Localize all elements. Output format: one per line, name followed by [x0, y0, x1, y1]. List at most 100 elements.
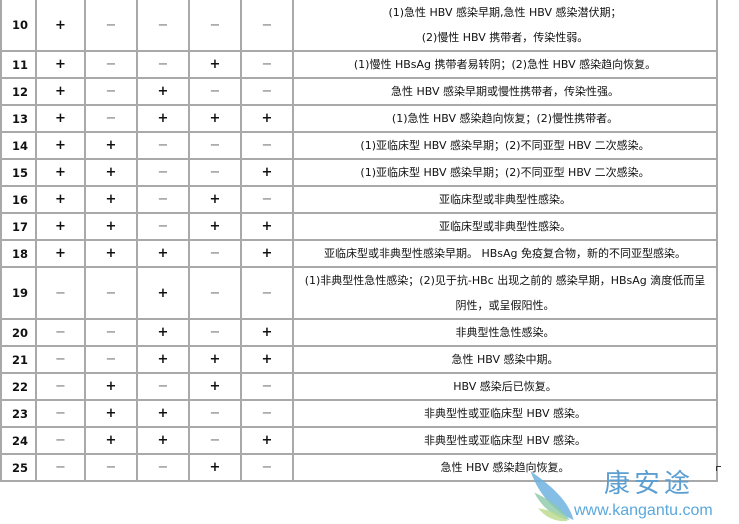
row-number: 19 — [0, 266, 37, 320]
row-number: 20 — [0, 318, 37, 347]
interpretation-line: 亚临床型或非典型性感染。 — [439, 220, 571, 233]
marker-result: + — [84, 212, 138, 241]
table-row: 23− + + − − 非典型性或亚临床型 HBV 感染。 — [0, 399, 718, 428]
table-row: 25− − − + − 急性 HBV 感染趋向恢复。 — [0, 453, 718, 482]
marker-result: − — [84, 77, 138, 106]
marker-result: + — [35, 212, 86, 241]
marker-result: − — [84, 104, 138, 133]
marker-result: + — [240, 426, 294, 455]
interpretation-cell: 非典型性或亚临床型 HBV 感染。 — [292, 399, 718, 428]
marker-result: + — [136, 345, 190, 374]
interpretation-line: 急性 HBV 感染早期或慢性携带者，传染性强。 — [391, 85, 619, 98]
interpretation-cell: 非典型性或亚临床型 HBV 感染。 — [292, 426, 718, 455]
marker-result: − — [240, 50, 294, 79]
marker-result: − — [188, 399, 242, 428]
marker-result: + — [188, 104, 242, 133]
marker-result: − — [136, 158, 190, 187]
table-row: 21− − + + + 急性 HBV 感染中期。 — [0, 345, 718, 374]
marker-result: − — [84, 345, 138, 374]
interpretation-cell: 亚临床型或非典型性感染。 — [292, 185, 718, 214]
interpretation-line: (1)非典型性急性感染；(2)见于抗-HBc 出现之前的 感染早期，HBsAg … — [304, 274, 706, 287]
marker-result: − — [240, 185, 294, 214]
table-row: 19− − + − − (1)非典型性急性感染；(2)见于抗-HBc 出现之前的 感染早期… — [0, 266, 718, 320]
marker-result: + — [136, 318, 190, 347]
marker-result: + — [240, 104, 294, 133]
interpretation-line: 亚临床型或非典型性感染。 — [439, 193, 571, 206]
table-row: 18 + + + − + 亚临床型或非典型性感染早期。 HBsAg 免疫复合物，新的不同亚型… — [0, 239, 718, 268]
marker-result: − — [136, 372, 190, 401]
row-number: 21 — [0, 345, 37, 374]
row-number: 14 — [0, 131, 37, 160]
row-number: 10 — [0, 0, 37, 52]
marker-result: + — [240, 212, 294, 241]
interpretation-cell: (1)亚临床型 HBV 感染早期；(2)不同亚型 HBV 二次感染。 — [292, 131, 718, 160]
row-number: 11 — [0, 50, 37, 79]
marker-result: + — [35, 131, 86, 160]
marker-result: + — [136, 266, 190, 320]
marker-result: − — [35, 372, 86, 401]
interpretation-line: (1)急性 HBV 感染趋向恢复；(2)慢性携带者。 — [391, 112, 619, 125]
interpretation-cell: (1)亚临床型 HBV 感染早期；(2)不同亚型 HBV 二次感染。 — [292, 158, 718, 187]
table-row: 24− + + − + 非典型性或亚临床型 HBV 感染。 — [0, 426, 718, 455]
marker-result: + — [188, 453, 242, 482]
interpretation-line: (1)慢性 HBsAg 携带者易转阴；(2)急性 HBV 感染趋向恢复。 — [353, 58, 657, 71]
marker-result: − — [35, 453, 86, 482]
interpretation-line: 急性 HBV 感染中期。 — [451, 353, 559, 366]
row-number: 13 — [0, 104, 37, 133]
marker-result: + — [84, 372, 138, 401]
marker-result: − — [35, 426, 86, 455]
interpretation-cell: (1)慢性 HBsAg 携带者易转阴；(2)急性 HBV 感染趋向恢复。 — [292, 50, 718, 79]
marker-result: − — [136, 185, 190, 214]
marker-result: − — [240, 77, 294, 106]
table-row: 20− − + − + 非典型性急性感染。 — [0, 318, 718, 347]
table-row: 16 + + − + − 亚临床型或非典型性感染。 — [0, 185, 718, 214]
marker-result: + — [35, 50, 86, 79]
marker-result: + — [84, 131, 138, 160]
interpretation-line: 急性 HBV 感染趋向恢复。 — [440, 461, 570, 474]
marker-result: − — [188, 266, 242, 320]
interpretation-line: HBV 感染后已恢复。 — [453, 380, 557, 393]
marker-result: + — [136, 104, 190, 133]
interpretation-cell: 急性 HBV 感染早期或慢性携带者，传染性强。 — [292, 77, 718, 106]
row-number: 12 — [0, 77, 37, 106]
watermark-url: www.kangantu.com — [574, 502, 713, 519]
marker-result: − — [240, 266, 294, 320]
marker-result: + — [84, 158, 138, 187]
marker-result: − — [240, 0, 294, 52]
marker-result: − — [188, 318, 242, 347]
table-row: 13 + − + + + (1)急性 HBV 感染趋向恢复；(2)慢性携带者。 — [0, 104, 718, 133]
marker-result: + — [84, 399, 138, 428]
marker-result: − — [188, 131, 242, 160]
interpretation-line: 非典型性或亚临床型 HBV 感染。 — [424, 434, 586, 447]
marker-result: + — [188, 372, 242, 401]
interpretation-line: 非典型性急性感染。 — [455, 326, 555, 339]
marker-result: − — [35, 399, 86, 428]
marker-result: − — [188, 77, 242, 106]
marker-result: + — [35, 104, 86, 133]
interpretation-cell: HBV 感染后已恢复。 — [292, 372, 718, 401]
interpretation-line: (1)急性 HBV 感染早期,急性 HBV 感染潜伏期； — [388, 6, 622, 19]
marker-result: − — [84, 0, 138, 52]
marker-result: − — [136, 212, 190, 241]
marker-result: − — [136, 50, 190, 79]
interpretation-cell: (1)非典型性急性感染；(2)见于抗-HBc 出现之前的 感染早期，HBsAg … — [292, 266, 718, 320]
table-row: 11 + − − + − (1)慢性 HBsAg 携带者易转阴；(2)急性 HBV 感染趋向… — [0, 50, 718, 79]
table-row: 15 + + − − + (1)亚临床型 HBV 感染早期；(2)不同亚型 HBV 二次感染… — [0, 158, 718, 187]
table-row: 10 + − − − − (1)急性 HBV 感染早期,急性 HBV 感染潜伏期； (2)慢性… — [0, 0, 718, 52]
marker-result: − — [35, 318, 86, 347]
marker-result: − — [84, 453, 138, 482]
table-row: 22− + − + − HBV 感染后已恢复。 — [0, 372, 718, 401]
interpretation-cell: 非典型性急性感染。 — [292, 318, 718, 347]
marker-result: − — [84, 318, 138, 347]
marker-result: − — [240, 131, 294, 160]
marker-result: − — [240, 372, 294, 401]
interpretation-line: (1)亚临床型 HBV 感染早期；(2)不同亚型 HBV 二次感染。 — [360, 166, 650, 179]
table-row: 14 + + − − − (1)亚临床型 HBV 感染早期；(2)不同亚型 HBV 二次感染… — [0, 131, 718, 160]
marker-result: − — [136, 0, 190, 52]
marker-result: − — [84, 50, 138, 79]
row-number: 25 — [0, 453, 37, 482]
marker-result: − — [240, 453, 294, 482]
marker-result: + — [35, 158, 86, 187]
row-number: 22 — [0, 372, 37, 401]
marker-result: + — [35, 0, 86, 52]
